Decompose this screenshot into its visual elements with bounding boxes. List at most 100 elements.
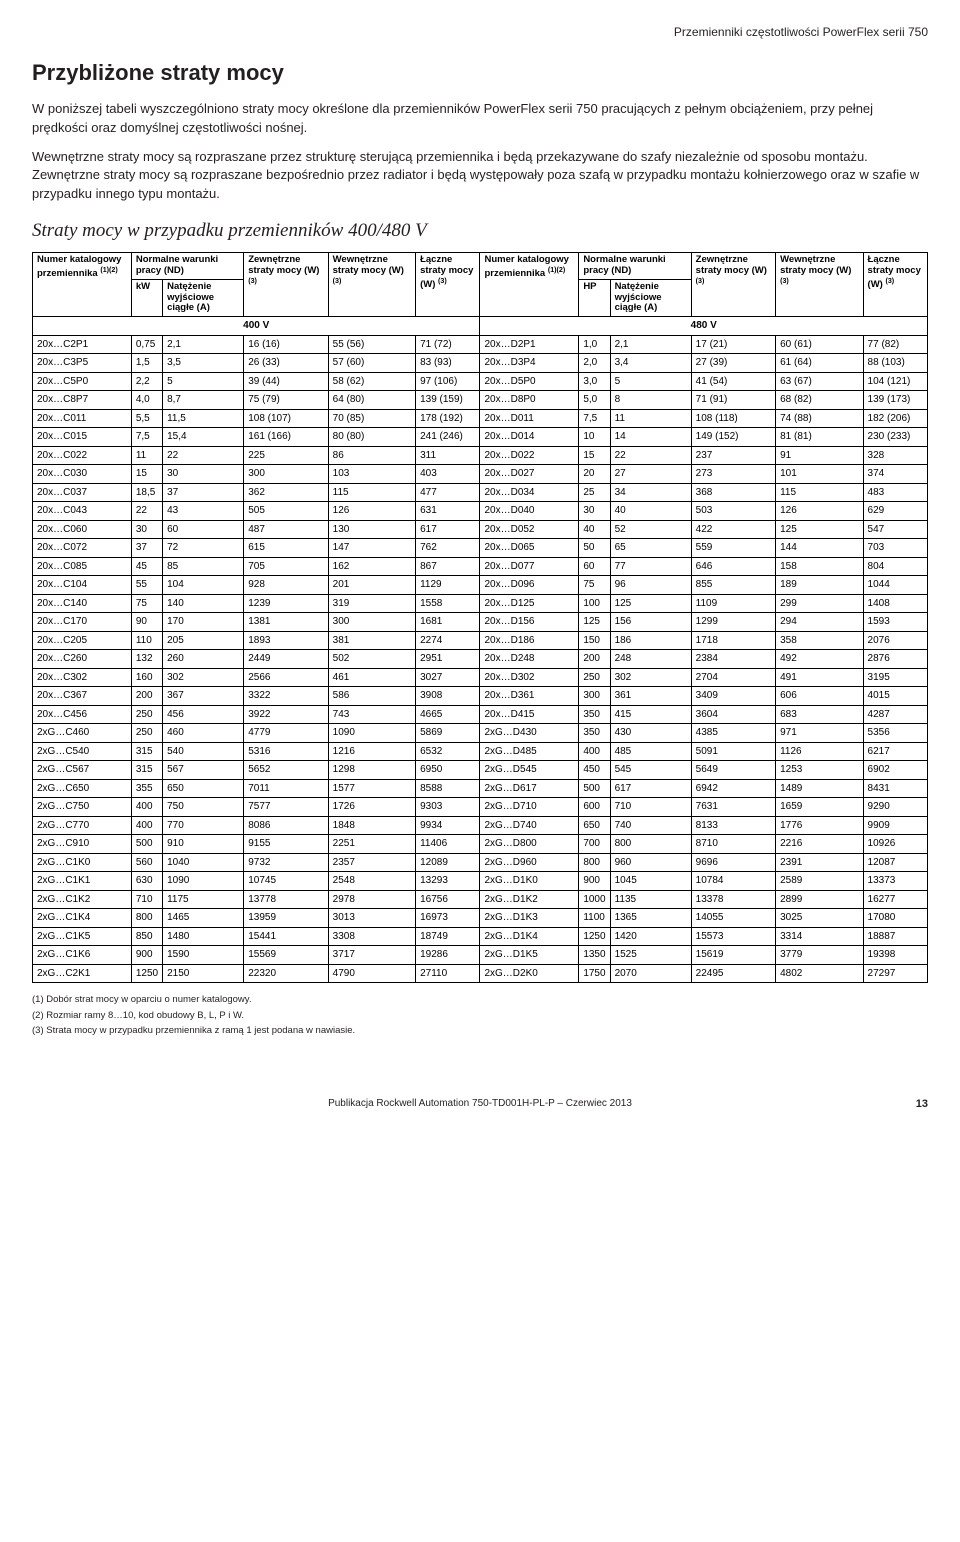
footnote-1: (1) Dobór strat mocy w oparciu o numer k… <box>32 993 928 1006</box>
table-cell: 26 (33) <box>244 354 328 373</box>
footer-publication: Publikacja Rockwell Automation 750-TD001… <box>328 1098 632 1109</box>
table-cell: 115 <box>328 483 415 502</box>
table-cell: 189 <box>776 576 863 595</box>
table-cell: 20x…D022 <box>480 446 579 465</box>
table-row: 20x…C170901701381300168120x…D15612515612… <box>33 613 928 632</box>
table-cell: 5649 <box>691 761 775 780</box>
table-cell: 2548 <box>328 872 415 891</box>
table-cell: 19286 <box>416 946 480 965</box>
table-cell: 5 <box>163 372 244 391</box>
table-cell: 27 <box>610 465 691 484</box>
table-cell: 20x…D096 <box>480 576 579 595</box>
table-cell: 6217 <box>863 742 927 761</box>
table-cell: 11406 <box>416 835 480 854</box>
table-cell: 225 <box>244 446 328 465</box>
table-row: 2xG…C2K112502150223204790271102xG…D2K017… <box>33 964 928 983</box>
table-row: 2xG…C1K48001465139593013169732xG…D1K3110… <box>33 909 928 928</box>
table-cell: 2xG…D485 <box>480 742 579 761</box>
table-cell: 367 <box>163 687 244 706</box>
intro-paragraph-2: Wewnętrzne straty mocy są rozpraszane pr… <box>32 148 928 205</box>
page-number: 13 <box>916 1097 928 1112</box>
table-cell: 16 (16) <box>244 335 328 354</box>
table-cell: 2xG…D430 <box>480 724 579 743</box>
table-cell: 9696 <box>691 853 775 872</box>
table-cell: 81 (81) <box>776 428 863 447</box>
table-cell: 13959 <box>244 909 328 928</box>
table-cell: 2xG…D800 <box>480 835 579 854</box>
table-cell: 16973 <box>416 909 480 928</box>
table-cell: 1298 <box>328 761 415 780</box>
table-cell: 2xG…C1K4 <box>33 909 132 928</box>
table-cell: 631 <box>416 502 480 521</box>
table-cell: 20x…C205 <box>33 631 132 650</box>
table-row: 2xG…C5673155675652129869502xG…D545450545… <box>33 761 928 780</box>
table-cell: 20x…C085 <box>33 557 132 576</box>
th-catno-right: Numer katalogowy przemiennika (1)(2) <box>480 252 579 317</box>
table-cell: 1381 <box>244 613 328 632</box>
table-cell: 260 <box>163 650 244 669</box>
table-cell: 20x…D415 <box>480 705 579 724</box>
table-cell: 20x…C302 <box>33 668 132 687</box>
table-cell: 491 <box>776 668 863 687</box>
table-cell: 2xG…C540 <box>33 742 132 761</box>
table-cell: 460 <box>163 724 244 743</box>
table-cell: 2449 <box>244 650 328 669</box>
table-cell: 13373 <box>863 872 927 891</box>
table-cell: 1480 <box>163 927 244 946</box>
table-cell: 139 (159) <box>416 391 480 410</box>
table-cell: 358 <box>776 631 863 650</box>
table-cell: 20x…C015 <box>33 428 132 447</box>
table-cell: 5356 <box>863 724 927 743</box>
table-cell: 144 <box>776 539 863 558</box>
table-cell: 1489 <box>776 779 863 798</box>
table-row: 20x…C4562504563922743466520x…D4153504153… <box>33 705 928 724</box>
table-cell: 140 <box>163 594 244 613</box>
table-cell: 492 <box>776 650 863 669</box>
table-cell: 9732 <box>244 853 328 872</box>
table-cell: 20x…D361 <box>480 687 579 706</box>
table-cell: 1090 <box>328 724 415 743</box>
table-cell: 18,5 <box>131 483 162 502</box>
table-row: 20x…C10455104928201112920x…D096759685518… <box>33 576 928 595</box>
table-cell: 2,2 <box>131 372 162 391</box>
table-cell: 77 <box>610 557 691 576</box>
table-cell: 37 <box>131 539 162 558</box>
table-cell: 27 (39) <box>691 354 775 373</box>
table-cell: 7577 <box>244 798 328 817</box>
table-cell: 2076 <box>863 631 927 650</box>
table-cell: 1776 <box>776 816 863 835</box>
th-int-right: Wewnętrzne straty mocy (W) (3) <box>776 252 863 317</box>
table-cell: 3,5 <box>163 354 244 373</box>
table-cell: 1681 <box>416 613 480 632</box>
table-cell: 22320 <box>244 964 328 983</box>
table-cell: 2391 <box>776 853 863 872</box>
table-cell: 1848 <box>328 816 415 835</box>
table-cell: 400 <box>131 816 162 835</box>
table-cell: 16277 <box>863 890 927 909</box>
table-cell: 362 <box>244 483 328 502</box>
table-cell: 415 <box>610 705 691 724</box>
table-cell: 248 <box>610 650 691 669</box>
table-cell: 20x…C260 <box>33 650 132 669</box>
table-cell: 328 <box>863 446 927 465</box>
table-cell: 1750 <box>579 964 610 983</box>
table-row: 2xG…C1K58501480154413308187492xG…D1K4125… <box>33 927 928 946</box>
table-row: 2xG…C7504007507577172693032xG…D710600710… <box>33 798 928 817</box>
table-cell: 103 <box>328 465 415 484</box>
table-cell: 705 <box>244 557 328 576</box>
section-title: Straty mocy w przypadku przemienników 40… <box>32 218 928 244</box>
table-cell: 40 <box>610 502 691 521</box>
table-cell: 15573 <box>691 927 775 946</box>
table-cell: 161 (166) <box>244 428 328 447</box>
table-cell: 5 <box>610 372 691 391</box>
table-cell: 315 <box>131 742 162 761</box>
table-cell: 800 <box>579 853 610 872</box>
table-cell: 710 <box>131 890 162 909</box>
table-cell: 10926 <box>863 835 927 854</box>
table-cell: 9155 <box>244 835 328 854</box>
table-row: 20x…C3P51,53,526 (33)57 (60)83 (93)20x…D… <box>33 354 928 373</box>
table-cell: 867 <box>416 557 480 576</box>
table-cell: 1420 <box>610 927 691 946</box>
table-cell: 200 <box>579 650 610 669</box>
table-cell: 3308 <box>328 927 415 946</box>
